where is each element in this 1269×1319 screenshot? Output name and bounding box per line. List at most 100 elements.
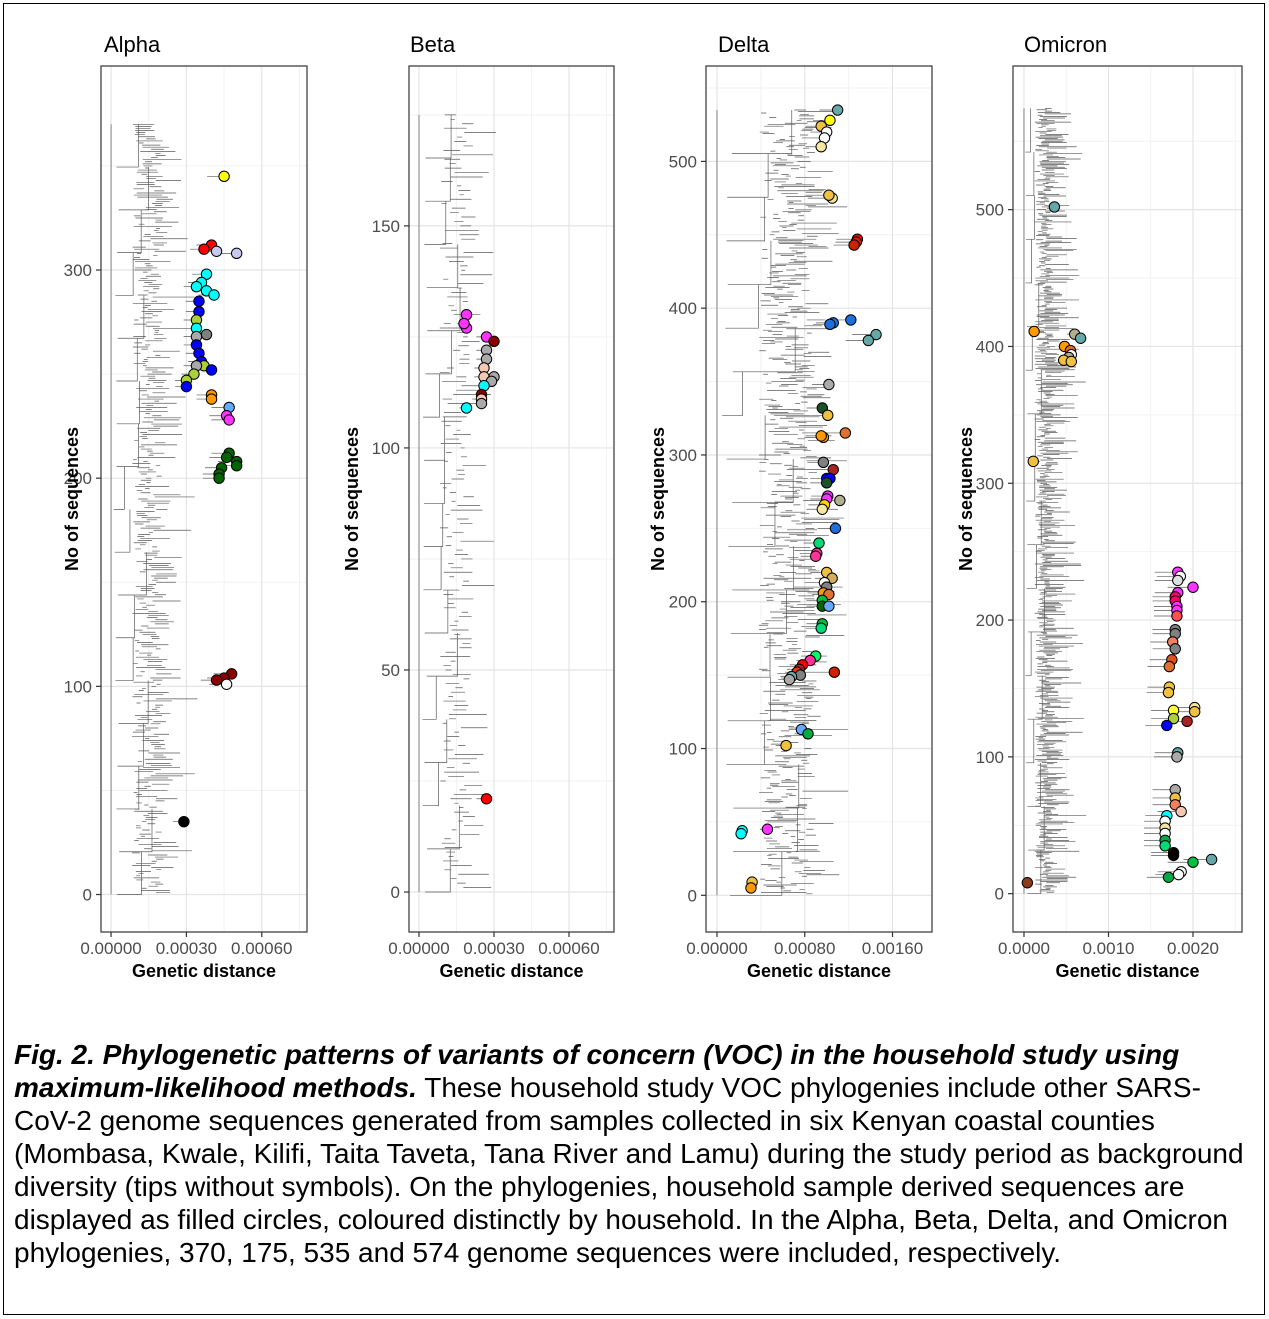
household-tip xyxy=(848,239,860,251)
household-tip xyxy=(1187,581,1199,593)
household-tip xyxy=(200,268,213,280)
panel-omicron: Omicron 0.0000 0.0010 0.0020 0 100 200 300 400 50… xyxy=(956,32,1243,981)
y-tick-label: 100 xyxy=(669,740,697,759)
household-tip xyxy=(1169,643,1181,655)
household-tip xyxy=(735,827,747,840)
household-tip xyxy=(1163,660,1176,673)
y-tick-label: 100 xyxy=(64,677,92,696)
y-tick-label: 100 xyxy=(976,748,1004,767)
x-tick-label: 0.00000 xyxy=(686,939,747,958)
x-tick-label: 0.00000 xyxy=(388,939,449,958)
y-axis-title: No of sequences xyxy=(956,427,976,571)
household-tip xyxy=(815,141,827,153)
panel-border xyxy=(100,65,308,933)
household-tip xyxy=(188,368,200,380)
y-tick-label: 100 xyxy=(372,439,400,458)
household-tip xyxy=(1171,751,1183,763)
household-tip xyxy=(1188,706,1201,718)
household-tip xyxy=(1175,805,1187,818)
y-axis-title: No of sequences xyxy=(62,427,82,571)
household-tip xyxy=(823,378,835,391)
household-tip xyxy=(1205,853,1218,866)
x-tick-label: 0.0010 xyxy=(1082,939,1134,958)
household-tip xyxy=(761,823,774,835)
household-tip xyxy=(817,456,830,469)
household-tip xyxy=(1167,712,1180,725)
household-tip xyxy=(198,243,210,255)
x-tick-label: 0.00060 xyxy=(538,939,599,958)
household-tip xyxy=(220,451,233,464)
household-tip xyxy=(1172,574,1184,587)
panel-delta: Delta 0.00000 0.00080 0.00160 0 100 200 300 400 5… xyxy=(648,32,933,981)
figure-panels: Alpha 0.00000 0.00030 0.00060 0 100 200 300 Gene… xyxy=(62,32,1243,981)
caption-body: These household study VOC phylogenies in… xyxy=(14,1072,1244,1268)
household-tip xyxy=(210,245,223,257)
household-tip xyxy=(831,104,844,116)
caption-title: Fig. 2. Phylogenetic patterns of variant… xyxy=(14,1039,1180,1103)
household-tip xyxy=(834,494,846,507)
household-tip xyxy=(1171,610,1183,622)
household-tip xyxy=(218,170,230,183)
household-tip xyxy=(1172,868,1185,881)
household-tip xyxy=(829,522,842,535)
household-tip xyxy=(1021,877,1034,889)
household-tip xyxy=(193,295,205,307)
y-axis-title: No of sequences xyxy=(342,427,362,571)
household-tip xyxy=(1167,849,1180,862)
y-tick-label: 500 xyxy=(669,152,697,171)
y-tick-label: 400 xyxy=(976,337,1004,356)
household-tip xyxy=(845,314,857,326)
household-tip xyxy=(815,622,827,634)
household-tip xyxy=(1159,840,1171,852)
y-tick-label: 0 xyxy=(391,883,400,902)
y-tick-label: 300 xyxy=(976,474,1004,493)
household-tip xyxy=(870,328,882,341)
household-tip xyxy=(828,666,841,678)
household-tip xyxy=(475,397,488,410)
tree-path xyxy=(110,123,237,895)
y-tick-label: 0 xyxy=(995,885,1004,904)
household-tip xyxy=(813,537,825,549)
x-tick-label: 0.0020 xyxy=(1167,939,1219,958)
x-tick-label: 0.00060 xyxy=(231,939,292,958)
x-tick-label: 0.00030 xyxy=(156,939,217,958)
household-tip xyxy=(230,247,243,260)
household-tip xyxy=(823,189,835,201)
household-tip xyxy=(816,503,828,515)
household-tip xyxy=(208,289,220,301)
household-tip xyxy=(745,882,757,894)
figure-caption: Fig. 2. Phylogenetic patterns of variant… xyxy=(14,1038,1259,1269)
household-tip xyxy=(815,430,827,442)
y-tick-label: 500 xyxy=(976,201,1004,220)
household-tip xyxy=(1048,201,1061,213)
household-tip xyxy=(820,477,833,489)
household-tip xyxy=(824,318,836,331)
x-axis-title: Genetic distance xyxy=(439,961,583,981)
household-tip xyxy=(1161,719,1173,732)
x-tick-label: 0.0000 xyxy=(998,939,1050,958)
household-tip xyxy=(230,459,243,472)
household-tip xyxy=(824,114,836,127)
y-axis-title: No of sequences xyxy=(648,427,668,571)
household-tip xyxy=(1181,715,1193,728)
household-tip xyxy=(783,673,796,686)
household-tip xyxy=(460,402,473,414)
household-tip xyxy=(1187,856,1199,868)
x-tick-label: 0.00080 xyxy=(774,939,835,958)
y-tick-label: 50 xyxy=(381,661,400,680)
y-tick-label: 150 xyxy=(372,217,400,236)
household-tip xyxy=(822,409,834,422)
household-tip xyxy=(823,600,835,612)
household-tip xyxy=(190,280,203,293)
x-tick-label: 0.00030 xyxy=(463,939,524,958)
y-tick-label: 300 xyxy=(669,446,697,465)
panel-border xyxy=(1012,65,1243,933)
panel-border xyxy=(705,65,933,933)
tree-branches xyxy=(110,123,237,895)
panel-title: Omicron xyxy=(1024,32,1107,57)
household-tip xyxy=(488,335,500,348)
household-tip xyxy=(480,793,493,805)
household-tip xyxy=(223,414,235,426)
household-tip xyxy=(213,472,225,484)
y-tick-label: 0 xyxy=(83,886,92,905)
